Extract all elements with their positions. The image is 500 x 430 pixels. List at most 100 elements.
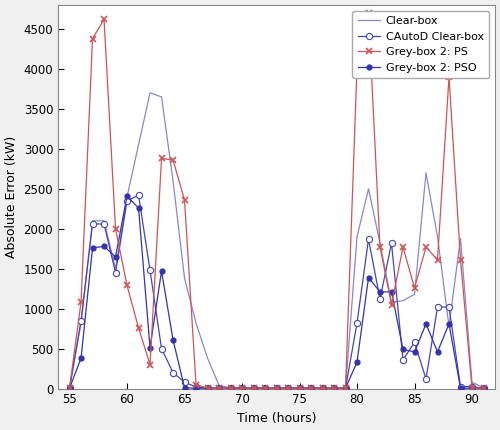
CAutoD Clear-box [90,221,96,227]
Grey-box 2: PSO: (61, 2.26e+03): PSO: (61, 2.26e+03) [136,206,141,211]
CAutoD Clear-box [78,318,84,323]
CAutoD Clear-box [446,304,452,310]
Grey-box 2: PS: (90, 10): PS: (90, 10) [469,385,475,390]
Grey-box 2: PSO: (70, 5): PSO: (70, 5) [239,386,245,391]
Grey-box 2: PSO: (74, 5): PSO: (74, 5) [285,386,291,391]
Grey-box 2: PSO: (76, 5): PSO: (76, 5) [308,386,314,391]
X-axis label: Time (hours): Time (hours) [237,412,316,425]
Grey-box 2: PS: (81, 4.7e+03): PS: (81, 4.7e+03) [366,10,372,15]
Clear-box [366,186,372,191]
CAutoD Clear-box [377,297,383,302]
Grey-box 2: PS: (86, 1.77e+03): PS: (86, 1.77e+03) [423,245,429,250]
Grey-box 2: PS: (77, 5): PS: (77, 5) [320,386,326,391]
CAutoD Clear-box [228,386,234,391]
CAutoD Clear-box [193,384,199,390]
Grey-box 2: PSO: (91, 5): PSO: (91, 5) [480,386,486,391]
Grey-box 2: PSO: (71, 5): PSO: (71, 5) [250,386,256,391]
Grey-box 2: PSO: (82, 1.21e+03): PSO: (82, 1.21e+03) [377,289,383,295]
Clear-box [66,385,72,390]
Clear-box [446,324,452,329]
Grey-box 2: PS: (91, 5): PS: (91, 5) [480,386,486,391]
CAutoD Clear-box [366,237,372,242]
Grey-box 2: PSO: (57, 1.76e+03): PSO: (57, 1.76e+03) [90,246,96,251]
CAutoD Clear-box [480,386,486,391]
CAutoD Clear-box [342,386,348,391]
Grey-box 2: PSO: (73, 5): PSO: (73, 5) [274,386,280,391]
CAutoD Clear-box [400,357,406,362]
Grey-box 2: PSO: (89, 5): PSO: (89, 5) [458,386,464,391]
Clear-box [469,380,475,385]
Grey-box 2: PSO: (64, 610): PSO: (64, 610) [170,337,176,342]
Grey-box 2: PS: (58, 4.62e+03): PS: (58, 4.62e+03) [101,17,107,22]
Grey-box 2: PSO: (78, 5): PSO: (78, 5) [331,386,337,391]
Grey-box 2: PS: (64, 2.86e+03): PS: (64, 2.86e+03) [170,157,176,163]
Clear-box [480,385,486,390]
Grey-box 2: PSO: (85, 460): PSO: (85, 460) [412,349,418,354]
Grey-box 2: PS: (67, 5): PS: (67, 5) [204,386,210,391]
Line: Clear-box: Clear-box [70,93,484,388]
Clear-box [158,94,164,99]
CAutoD Clear-box [112,270,118,275]
Grey-box 2: PS: (72, 5): PS: (72, 5) [262,386,268,391]
Line: Grey-box 2: PSO: Grey-box 2: PSO [64,191,488,393]
CAutoD Clear-box [250,386,256,391]
Grey-box 2: PS: (73, 5): PS: (73, 5) [274,386,280,391]
Grey-box 2: PS: (70, 5): PS: (70, 5) [239,386,245,391]
Clear-box [136,142,141,147]
Grey-box 2: PSO: (72, 5): PSO: (72, 5) [262,386,268,391]
Clear-box [274,386,280,391]
Grey-box 2: PS: (60, 1.29e+03): PS: (60, 1.29e+03) [124,283,130,288]
CAutoD Clear-box [308,386,314,391]
CAutoD Clear-box [262,386,268,391]
Grey-box 2: PSO: (83, 1.21e+03): PSO: (83, 1.21e+03) [388,289,394,295]
Grey-box 2: PSO: (88, 810): PSO: (88, 810) [446,321,452,326]
Grey-box 2: PSO: (87, 460): PSO: (87, 460) [434,349,440,354]
CAutoD Clear-box [423,376,429,381]
Grey-box 2: PSO: (56, 380): PSO: (56, 380) [78,356,84,361]
Grey-box 2: PSO: (58, 1.78e+03): PSO: (58, 1.78e+03) [101,244,107,249]
Grey-box 2: PSO: (63, 1.47e+03): PSO: (63, 1.47e+03) [158,268,164,273]
Grey-box 2: PS: (79, 5): PS: (79, 5) [342,386,348,391]
Grey-box 2: PSO: (80, 330): PSO: (80, 330) [354,359,360,365]
CAutoD Clear-box [354,320,360,326]
Line: Grey-box 2: PS: Grey-box 2: PS [66,9,487,392]
Clear-box [434,234,440,240]
CAutoD Clear-box [182,380,188,385]
Clear-box [296,386,302,391]
Grey-box 2: PSO: (66, 5): PSO: (66, 5) [193,386,199,391]
Grey-box 2: PS: (55, 10): PS: (55, 10) [66,385,72,390]
Grey-box 2: PS: (69, 5): PS: (69, 5) [228,386,234,391]
Grey-box 2: PS: (63, 2.88e+03): PS: (63, 2.88e+03) [158,156,164,161]
CAutoD Clear-box [204,386,210,391]
Clear-box [400,298,406,303]
Grey-box 2: PS: (56, 1.08e+03): PS: (56, 1.08e+03) [78,300,84,305]
Grey-box 2: PS: (62, 300): PS: (62, 300) [147,362,153,367]
Clear-box [216,383,222,388]
CAutoD Clear-box [101,221,107,227]
Grey-box 2: PSO: (60, 2.41e+03): PSO: (60, 2.41e+03) [124,194,130,199]
Grey-box 2: PS: (88, 3.9e+03): PS: (88, 3.9e+03) [446,74,452,80]
Clear-box [308,386,314,391]
Grey-box 2: PSO: (84, 490): PSO: (84, 490) [400,347,406,352]
Clear-box [204,356,210,361]
CAutoD Clear-box [239,386,245,391]
CAutoD Clear-box [388,240,394,246]
Grey-box 2: PS: (89, 1.61e+03): PS: (89, 1.61e+03) [458,257,464,262]
Grey-box 2: PSO: (62, 510): PSO: (62, 510) [147,345,153,350]
Clear-box [412,292,418,297]
Clear-box [320,386,326,391]
CAutoD Clear-box [274,386,280,391]
CAutoD Clear-box [458,384,464,389]
Grey-box 2: PSO: (55, 5): PSO: (55, 5) [66,386,72,391]
Y-axis label: Absolute Error (kW): Absolute Error (kW) [5,136,18,258]
Grey-box 2: PS: (71, 5): PS: (71, 5) [250,386,256,391]
Grey-box 2: PS: (75, 5): PS: (75, 5) [296,386,302,391]
Clear-box [78,320,84,326]
Grey-box 2: PS: (78, 5): PS: (78, 5) [331,386,337,391]
CAutoD Clear-box [331,386,337,391]
Clear-box [193,320,199,326]
CAutoD Clear-box [66,386,72,391]
CAutoD Clear-box [170,370,176,375]
Clear-box [170,178,176,183]
Clear-box [388,300,394,305]
